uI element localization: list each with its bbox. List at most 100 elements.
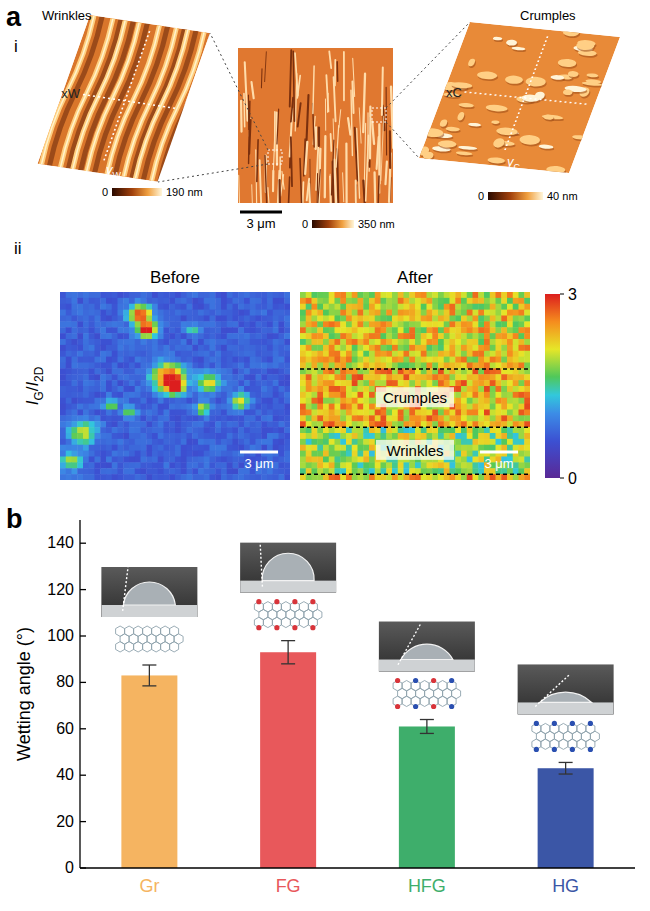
map-cell [198,462,204,468]
map-cell [250,398,256,404]
map-cell [227,351,233,357]
map-cell [404,304,410,310]
map-cell [169,316,175,322]
map-cell [152,398,158,404]
map-cell [129,321,135,327]
afm-bump [543,114,555,120]
map-cell [118,439,124,445]
map-cell [135,368,141,374]
map-cell [152,427,158,433]
afm-streak [240,101,243,132]
map-cell [507,345,513,351]
map-cell [123,404,129,410]
afm-bump [495,127,519,136]
map-cell [392,351,398,357]
map-cell [95,457,101,463]
map-cell [83,339,89,345]
map-cell [513,292,519,298]
map-cell [72,427,78,433]
map-cell [250,386,256,392]
map-cell [83,451,89,457]
map-cell [164,410,170,416]
map-cell [158,345,164,351]
map-cell [438,327,444,333]
map-cell [369,351,375,357]
map-cell [112,462,118,468]
map-cell [484,339,490,345]
map-cell [335,339,341,345]
map-cell [273,457,279,463]
map-cell [100,404,106,410]
map-cell [450,304,456,310]
map-cell [432,345,438,351]
map-cell [381,298,387,304]
map-cell [432,310,438,316]
map-cell [312,351,318,357]
afm-streak [324,136,327,197]
afm-bump [456,112,465,121]
afm-streak [339,110,341,128]
map-cell [267,380,273,386]
map-cell [306,304,312,310]
map-cell [227,374,233,380]
afm-bump [422,151,435,159]
map-cell [141,392,147,398]
map-cell [100,374,106,380]
map-cell [519,321,525,327]
map-cell [187,404,193,410]
map-cell [421,327,427,333]
map-cell [273,304,279,310]
map-cell [158,304,164,310]
map-cell [164,462,170,468]
map-cell [95,392,101,398]
label-part: C [453,85,462,100]
map-cell [181,451,187,457]
map-cell [467,304,473,310]
map-cell [244,474,250,480]
map-cell [169,421,175,427]
map-cell [198,380,204,386]
map-cell [83,398,89,404]
afm-bump [571,135,588,141]
afm-bump [556,58,577,68]
map-cell [141,327,147,333]
map-cell [267,410,273,416]
map-cell [77,462,83,468]
map-cell [181,316,187,322]
map-cell [141,316,147,322]
map-cell [473,327,479,333]
map-cell [204,439,210,445]
map-cell [198,321,204,327]
map-cell [250,292,256,298]
map-cell [221,462,227,468]
map-cell [181,439,187,445]
map-cell [204,392,210,398]
map-cell [100,333,106,339]
map-cell [141,439,147,445]
map-cell [169,462,175,468]
map-cell [77,368,83,374]
map-cell [227,427,233,433]
map-cell [192,374,198,380]
map-cell [438,292,444,298]
map-cell [164,327,170,333]
map-cell [467,298,473,304]
map-cell [129,451,135,457]
map-cell [238,298,244,304]
map-cell [267,357,273,363]
raman-map [60,292,290,480]
map-cell [66,333,72,339]
map-cell [112,357,118,363]
map-cell [77,457,83,463]
map-cell [158,386,164,392]
map-cell [398,292,404,298]
map-cell [129,374,135,380]
map-cell [432,321,438,327]
map-cell [158,298,164,304]
map-cell [279,368,285,374]
map-cell [146,292,152,298]
map-cell [238,321,244,327]
section-line [83,95,178,109]
map-cell [279,357,285,363]
map-cell [118,468,124,474]
